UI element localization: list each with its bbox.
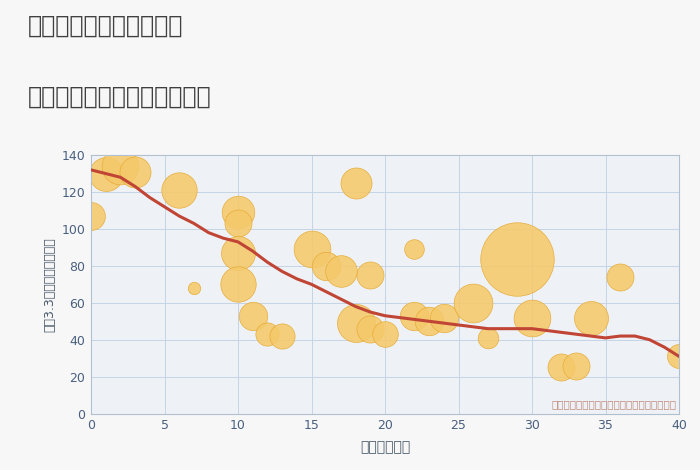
Point bbox=[570, 362, 582, 369]
Point bbox=[247, 312, 258, 320]
Point bbox=[306, 245, 317, 253]
Point bbox=[673, 352, 685, 360]
Text: 奈良県奈良市下三条町の: 奈良県奈良市下三条町の bbox=[28, 14, 183, 38]
Point bbox=[174, 187, 185, 194]
Point bbox=[350, 320, 361, 327]
Point bbox=[409, 245, 420, 253]
Point bbox=[438, 314, 449, 321]
Point bbox=[188, 284, 199, 292]
Point bbox=[100, 170, 111, 177]
Y-axis label: 坪（3.3㎡）単価（万円）: 坪（3.3㎡）単価（万円） bbox=[43, 237, 56, 332]
Point bbox=[365, 325, 376, 332]
Point bbox=[262, 330, 273, 338]
Point bbox=[556, 364, 567, 371]
Point bbox=[276, 332, 288, 340]
Point bbox=[424, 318, 435, 325]
Point bbox=[115, 163, 126, 170]
Point bbox=[526, 314, 538, 321]
Point bbox=[512, 255, 523, 262]
Point bbox=[232, 209, 244, 216]
Point bbox=[350, 179, 361, 187]
X-axis label: 築年数（年）: 築年数（年） bbox=[360, 440, 410, 454]
Point bbox=[232, 249, 244, 257]
Point bbox=[379, 330, 391, 338]
Point bbox=[482, 334, 493, 342]
Point bbox=[615, 273, 626, 281]
Text: 築年数別中古マンション価格: 築年数別中古マンション価格 bbox=[28, 85, 211, 109]
Point bbox=[232, 281, 244, 288]
Point bbox=[130, 168, 141, 175]
Point bbox=[468, 299, 479, 306]
Point bbox=[409, 312, 420, 320]
Point bbox=[85, 212, 97, 220]
Point bbox=[232, 219, 244, 227]
Point bbox=[321, 262, 332, 270]
Text: 円の大きさは、取引のあった物件面積を示す: 円の大きさは、取引のあった物件面積を示す bbox=[551, 399, 676, 409]
Point bbox=[335, 267, 346, 275]
Point bbox=[585, 314, 596, 321]
Point bbox=[365, 271, 376, 279]
